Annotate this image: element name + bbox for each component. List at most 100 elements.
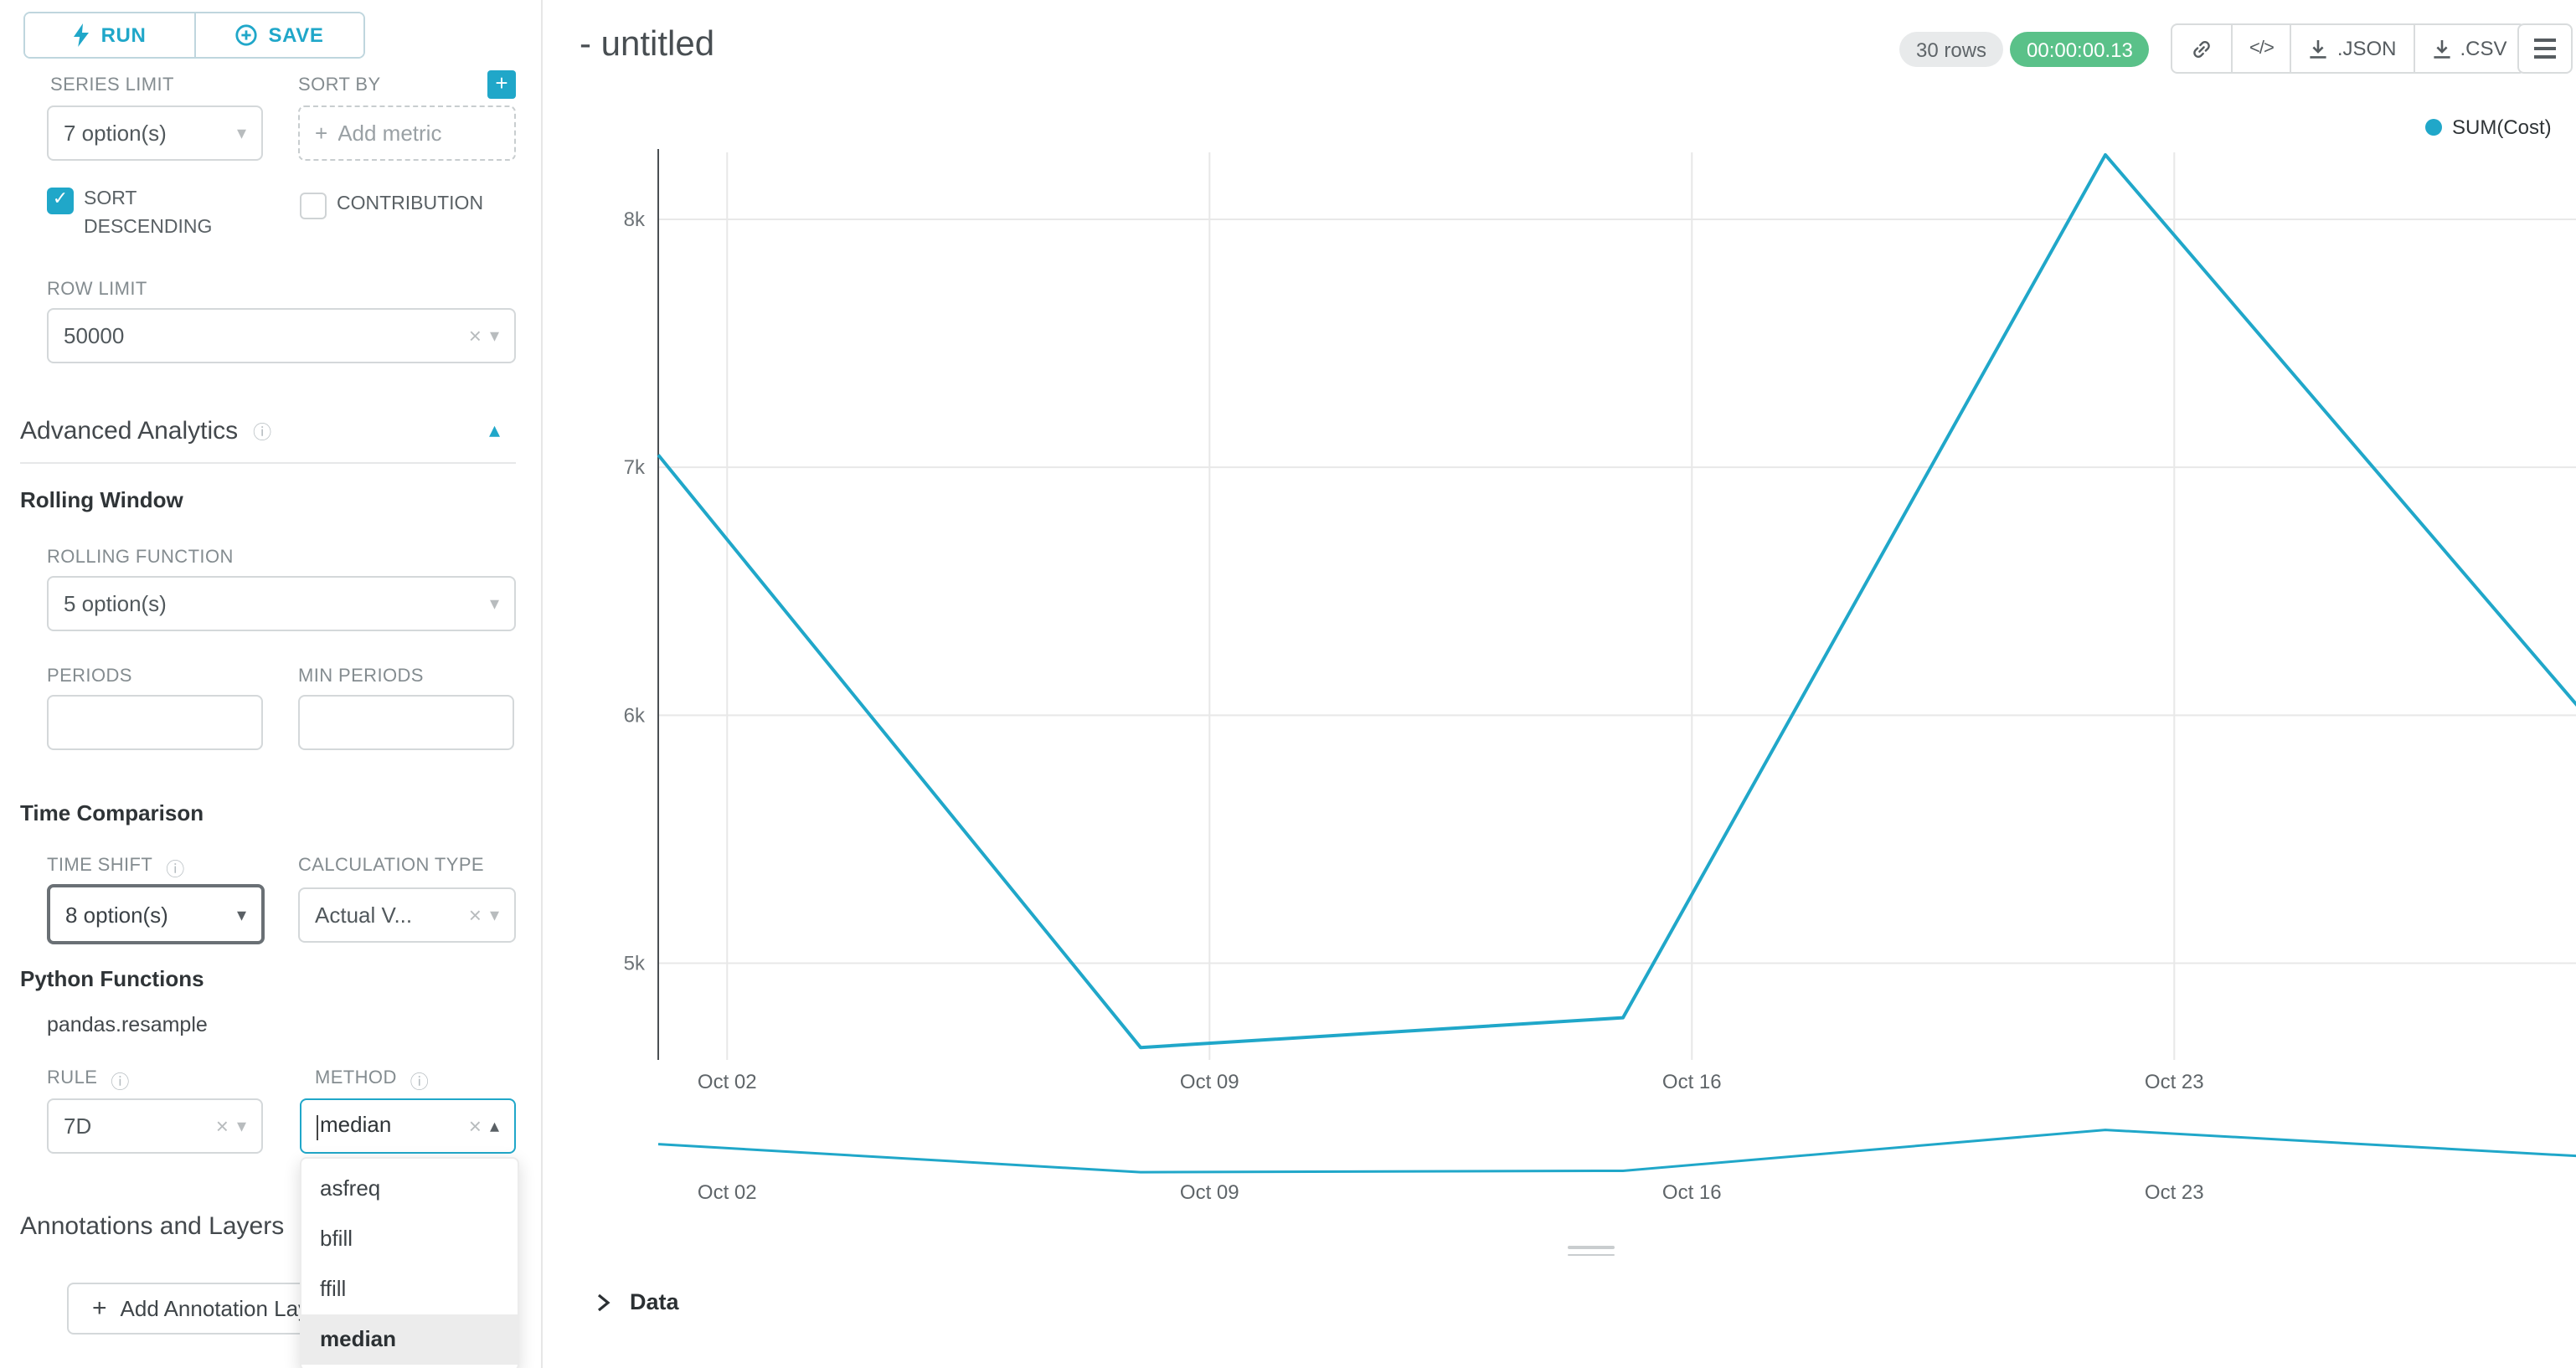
duration-badge-label: 00:00:00.13 <box>2027 38 2133 61</box>
method-option[interactable]: median <box>301 1314 518 1365</box>
time-shift-label-row: TIME SHIFT ⓘ <box>47 856 184 882</box>
lightning-icon <box>74 23 90 47</box>
svg-text:7k: 7k <box>624 456 646 479</box>
chart-area: - untitled 30 rows 00:00:00.13 </> .JSON… <box>543 0 2576 1368</box>
plus-glyph: + <box>495 70 508 95</box>
save-button[interactable]: SAVE <box>193 13 363 57</box>
info-icon: ⓘ <box>166 861 185 881</box>
chevron-down-icon: ▾ <box>489 906 499 926</box>
chevron-down-icon: ▾ <box>236 124 246 144</box>
info-icon: ⓘ <box>253 423 272 443</box>
rolling-function-label: ROLLING FUNCTION <box>47 548 234 568</box>
rows-badge: 30 rows <box>1899 32 2004 67</box>
chevron-down-icon: ▾ <box>489 594 499 615</box>
line-chart[interactable]: 5k 6k 7k 8k Oct 02 Oct 09 Oct 16 Oct 23 <box>593 144 2576 1102</box>
periods-input[interactable] <box>47 695 263 750</box>
chevron-up-icon: ▴ <box>489 1117 499 1137</box>
circle-plus-icon <box>235 24 258 46</box>
svg-text:Oct 02: Oct 02 <box>698 1181 757 1204</box>
clear-icon[interactable]: × <box>468 903 482 928</box>
check-icon: ✓ <box>52 189 69 209</box>
series-limit-select[interactable]: 7 option(s) ▾ <box>47 105 263 161</box>
sort-by-placeholder: Add metric <box>337 121 442 146</box>
data-panel-label: Data <box>630 1289 679 1314</box>
rows-badge-label: 30 rows <box>1916 38 1987 61</box>
rolling-function-value: 5 option(s) <box>64 591 167 616</box>
annotations-layers-title: Annotations and Layers <box>20 1212 285 1241</box>
section-divider <box>20 462 516 464</box>
row-limit-select[interactable]: 50000 × ▾ <box>47 308 516 363</box>
copy-link-button[interactable] <box>2172 25 2231 72</box>
control-panel: RUN SAVE SERIES LIMIT SORT BY + 7 option… <box>0 0 543 1368</box>
sort-descending-checkbox[interactable]: ✓ <box>47 188 74 214</box>
run-button[interactable]: RUN <box>25 13 193 57</box>
method-label-row: METHOD ⓘ <box>315 1068 429 1095</box>
embed-code-button[interactable]: </> <box>2231 25 2290 72</box>
chart-range-preview[interactable]: Oct 02 Oct 09 Oct 16 Oct 23 <box>593 1110 2576 1207</box>
collapse-chevron-up-icon[interactable]: ▴ <box>489 417 500 444</box>
method-option[interactable]: bfill <box>320 1226 353 1251</box>
svg-text:Oct 16: Oct 16 <box>1662 1071 1722 1093</box>
method-value: median <box>320 1112 392 1138</box>
chart-legend[interactable]: SUM(Cost) <box>2425 116 2552 139</box>
series-limit-label: SERIES LIMIT <box>50 75 174 95</box>
time-shift-value: 8 option(s) <box>65 902 168 927</box>
svg-text:8k: 8k <box>624 208 646 231</box>
sort-descending-label: SORT DESCENDING <box>84 189 213 238</box>
method-option[interactable]: asfreq <box>320 1175 381 1201</box>
rule-value: 7D <box>64 1113 92 1139</box>
advanced-analytics-header[interactable]: Advanced Analytics ⓘ <box>20 417 271 445</box>
min-periods-label: MIN PERIODS <box>298 666 424 687</box>
row-limit-value: 50000 <box>64 323 125 348</box>
calculation-type-value: Actual V... <box>315 903 413 928</box>
code-icon: </> <box>2249 39 2275 59</box>
time-shift-label: TIME SHIFT <box>47 856 153 876</box>
chart-title: - untitled <box>580 25 715 64</box>
clear-icon[interactable]: × <box>215 1113 229 1139</box>
rule-select[interactable]: 7D × ▾ <box>47 1098 263 1154</box>
svg-text:Oct 23: Oct 23 <box>2145 1181 2204 1204</box>
sort-by-label: SORT BY <box>298 75 381 95</box>
rolling-function-select[interactable]: 5 option(s) ▾ <box>47 576 516 631</box>
run-save-group: RUN SAVE <box>23 12 365 59</box>
rolling-window-title: Rolling Window <box>20 487 183 512</box>
download-icon <box>2311 39 2327 58</box>
periods-label: PERIODS <box>47 666 132 687</box>
clear-icon[interactable]: × <box>468 1113 482 1139</box>
plus-icon: + <box>92 1294 107 1323</box>
svg-text:6k: 6k <box>624 704 646 727</box>
clear-icon[interactable]: × <box>468 323 482 348</box>
rule-label: RULE <box>47 1068 98 1088</box>
python-functions-title: Python Functions <box>20 966 204 991</box>
download-json-button[interactable]: .JSON <box>2290 25 2414 72</box>
link-icon <box>2193 39 2210 58</box>
download-csv-button[interactable]: .CSV <box>2413 25 2524 72</box>
method-option[interactable]: ffill <box>320 1276 347 1301</box>
method-value-wrap: median <box>317 1112 461 1140</box>
min-periods-input[interactable] <box>298 695 514 750</box>
sort-by-add-metric[interactable]: + Add metric <box>298 105 516 161</box>
add-metric-plus-icon[interactable]: + <box>487 70 516 99</box>
json-button-label: .JSON <box>2336 37 2397 60</box>
svg-text:Oct 23: Oct 23 <box>2145 1071 2204 1093</box>
time-comparison-title: Time Comparison <box>20 800 204 825</box>
add-annotation-label: Add Annotation Layer <box>120 1296 329 1321</box>
method-combobox[interactable]: median × ▴ <box>300 1098 516 1154</box>
chevron-down-icon: ▾ <box>236 905 246 925</box>
chevron-down-icon: ▾ <box>489 327 499 347</box>
pandas-resample-label: pandas.resample <box>47 1013 208 1036</box>
plus-icon: + <box>315 121 328 146</box>
svg-text:Oct 16: Oct 16 <box>1662 1181 1722 1204</box>
svg-text:5k: 5k <box>624 952 646 975</box>
calculation-type-select[interactable]: Actual V... × ▾ <box>298 887 516 943</box>
method-dropdown: asfreq bfill ffill median <box>300 1157 519 1368</box>
data-panel-toggle[interactable]: Data <box>593 1289 679 1314</box>
text-caret <box>317 1114 318 1140</box>
menu-icon[interactable] <box>2517 23 2573 74</box>
contribution-checkbox[interactable] <box>300 193 327 219</box>
time-shift-select[interactable]: 8 option(s) ▾ <box>47 884 265 944</box>
panel-resize-handle[interactable] <box>1568 1241 1615 1261</box>
duration-badge: 00:00:00.13 <box>2010 32 2150 67</box>
calculation-type-label: CALCULATION TYPE <box>298 856 484 876</box>
